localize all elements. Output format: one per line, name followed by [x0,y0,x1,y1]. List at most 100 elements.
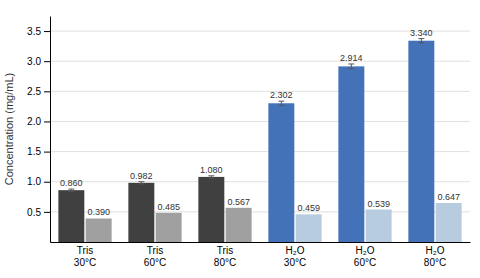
y-tick-label: 3.5 [27,26,41,37]
data-label: 2.302 [270,90,293,100]
series [58,39,434,242]
bar [128,183,154,242]
error-bar-cap [68,189,74,190]
x-tick-label-line: H₂O [426,245,445,256]
y-tick-label: 1.0 [27,176,41,187]
error-bar-line [281,101,282,105]
y-tick-mark [44,182,50,183]
data-label: 0.459 [297,203,320,213]
y-tick: 1.5 [27,146,50,157]
x-tick: Tris80°C [214,245,236,268]
bar [156,213,182,242]
error-bar [418,39,424,43]
data-label: 0.982 [130,171,153,181]
y-tick: 3.5 [27,26,50,37]
bar [366,210,392,242]
y-tick: 3.0 [27,56,50,67]
data-label: 0.485 [157,202,180,212]
x-tick-label: H₂O60°C [354,245,376,268]
data-label: 0.860 [60,178,83,188]
y-tick: 2.0 [27,116,50,127]
x-tick-label-line: 60°C [144,257,166,268]
x-axis-line [51,242,471,243]
y-tick-label: 3.0 [27,56,41,67]
error-bar-cap [278,101,284,102]
bar [436,203,462,242]
y-tick-mark [44,212,50,213]
error-bar [348,64,354,69]
error-bar-cap [68,191,74,192]
x-tick-label: H₂O30°C [284,245,306,268]
data-label: 0.539 [367,199,390,209]
bar [408,41,434,242]
bar [86,218,112,242]
y-tick-mark [44,91,50,92]
y-tick-mark [44,121,50,122]
x-tick-label-line: H₂O [286,245,305,256]
x-axis: Tris30°CTris60°CTris80°CH₂O30°CH₂O60°CH₂… [51,243,471,268]
y-axis-line [50,17,51,243]
grid-line [50,31,470,32]
y-tick-label: 0.5 [27,207,41,218]
y-axis: 0.5 1.0 1.5 2.0 2.5 3.0 3.5 [27,17,50,243]
x-tick-label-line: Tris [147,245,163,256]
x-tick-label-line: 80°C [424,257,446,268]
y-tick: 0.5 [27,207,50,218]
data-label: 0.567 [227,197,250,207]
grid-line [50,61,470,62]
x-tick-label-line: Tris [77,245,93,256]
error-bar-cap [138,183,144,184]
bar [226,208,252,242]
y-tick-mark [44,152,50,153]
data-label: 2.914 [340,53,363,63]
error-bar [208,176,214,178]
data-label: 1.080 [200,165,223,175]
error-bar-cap [208,175,214,176]
chart: 0.51.01.52.02.53.03.5Tris30°CTris60°CTri… [0,0,480,278]
y-tick: 2.5 [27,86,50,97]
x-tick-label-line: 80°C [214,257,236,268]
y-tick-label: 2.5 [27,86,41,97]
error-bar-cap [348,68,354,69]
bar [268,103,294,242]
x-tick-label: H₂O80°C [424,245,446,268]
error-bar-cap [418,42,424,43]
grid-line [50,211,470,212]
x-tick: Tris30°C [74,245,96,268]
y-tick-mark [44,61,50,62]
bar [198,177,224,242]
y-tick-label: 1.5 [27,146,41,157]
x-tick: Tris60°C [144,245,166,268]
grid-line [50,181,470,182]
bar [296,214,322,242]
x-tick: H₂O80°C [424,245,446,268]
error-bar [278,101,284,105]
data-label: 0.390 [87,207,110,217]
x-tick-label: Tris80°C [214,245,236,268]
error-bar-line [351,64,352,69]
data-label: 3.340 [410,28,433,38]
error-bar-cap [208,177,214,178]
y-tick-mark [44,31,50,32]
x-tick-label-line: H₂O [356,245,375,256]
data-label: 0.647 [437,192,460,202]
error-bar-cap [278,105,284,106]
error-bar-line [421,39,422,43]
x-tick-label: Tris30°C [74,245,96,268]
bar [338,66,364,242]
grid-line [50,121,470,122]
y-tick-label: 2.0 [27,116,41,127]
x-tick-label-line: 30°C [284,257,306,268]
y-axis-title: Concentration (mg/mL) [3,73,15,186]
x-tick: H₂O60°C [354,245,376,268]
error-bar [68,189,74,191]
grid-line [50,151,470,152]
bar [58,190,84,242]
series [86,203,462,242]
error-bar-cap [348,63,354,64]
grid [50,31,470,212]
data-labels: 0.860 0.982 1.080 2.302 2.914 3.340 0.390 0.485… [60,28,460,218]
x-tick-label-line: 60°C [354,257,376,268]
error-bar [138,182,144,184]
error-bar-cap [138,181,144,182]
